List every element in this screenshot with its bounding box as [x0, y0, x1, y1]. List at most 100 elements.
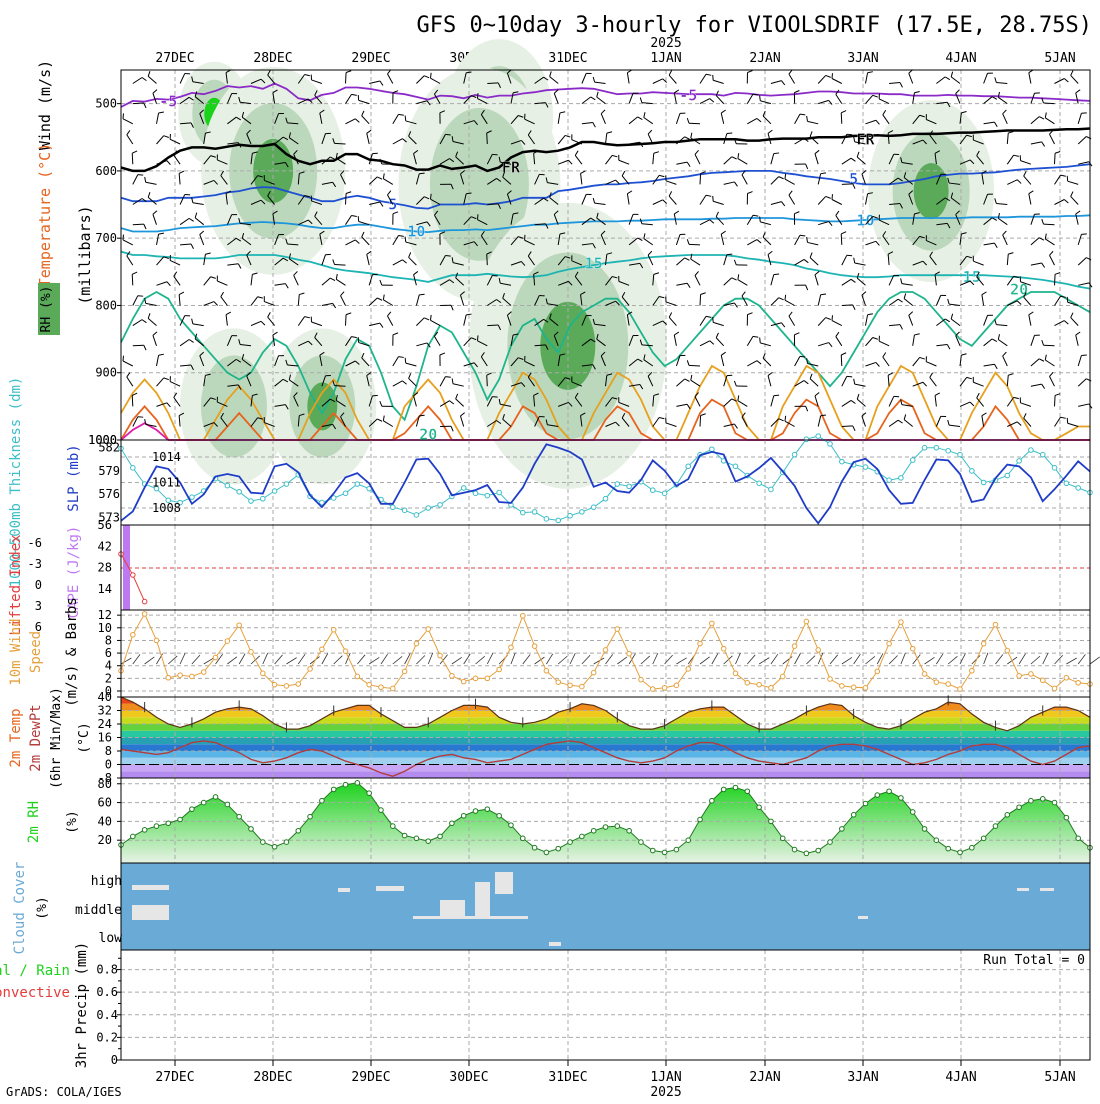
thickness-line-point: [568, 513, 573, 518]
rh2m-line-point: [721, 787, 726, 792]
cloud-axis-unit: (%): [35, 896, 50, 919]
wind-speed-line-point: [414, 641, 419, 646]
precip-tick-label: 0.8: [96, 963, 118, 977]
wind-tick-label: 2: [105, 671, 112, 685]
pressure-tick-label: 1000: [88, 433, 117, 447]
temp-tick-label: 0: [105, 758, 112, 772]
wind-barb-shaft: [487, 133, 488, 144]
isotherm-label: FR: [502, 159, 521, 177]
thickness-line-point: [272, 489, 277, 494]
thickness-line-point: [922, 445, 927, 450]
temp-band: [121, 697, 1090, 704]
rh2m-line-point: [662, 850, 667, 855]
isotherm-label: 10: [856, 212, 874, 230]
thickness-line-point: [934, 445, 939, 450]
date-label-top: 5JAN: [1044, 51, 1075, 66]
wind-speed-line-point: [201, 670, 206, 675]
wind-barb-shaft: [487, 83, 498, 84]
rh2m-line-point: [698, 817, 703, 822]
wind-speed-line-point: [792, 644, 797, 649]
wind-speed-line-point: [840, 684, 845, 689]
rh2m-line-point: [851, 812, 856, 817]
wind-speed-line-point: [910, 646, 915, 651]
surface-wind-barb: [606, 654, 613, 664]
wind-speed-line-point: [698, 641, 703, 646]
date-label-bottom: 28DEC: [253, 1070, 292, 1085]
rh2m-line-point: [603, 825, 608, 830]
thickness-line-point: [627, 484, 632, 489]
precip-tick-label: 0.4: [96, 1008, 118, 1022]
wind-speed-line-point: [568, 683, 573, 688]
rh2m-line-point: [367, 791, 372, 796]
date-label-bottom: 29DEC: [351, 1070, 390, 1085]
thickness-line-point: [532, 510, 537, 515]
thickness-line-point: [662, 491, 667, 496]
pressure-tick-label: 500: [95, 97, 117, 111]
wind-barb-shaft: [133, 224, 144, 225]
surface-wind-barb: [558, 656, 567, 664]
date-label-top: 3JAN: [847, 51, 878, 66]
surface-wind-barb: [476, 656, 485, 664]
thickness-line-point: [237, 489, 242, 494]
wind-speed-line-point: [379, 685, 384, 690]
thickness-line-point: [284, 482, 289, 487]
wind-speed-line-point: [142, 612, 147, 617]
thickness-line-point: [1052, 466, 1057, 471]
date-label-bottom: 27DEC: [155, 1070, 194, 1085]
thickness-tick-label: 576: [98, 487, 120, 501]
pressure-axis-label: (millibars): [76, 205, 94, 304]
wind-speed-line-point: [556, 680, 561, 685]
rh2m-line-point: [804, 851, 809, 856]
wind-axis-title: Wind (m/s): [36, 60, 54, 150]
wind-barb-shaft: [842, 184, 853, 185]
wind-speed-line-point: [804, 619, 809, 624]
rh2m-line-point: [792, 847, 797, 852]
surface-wind-barb: [487, 653, 492, 664]
surface-wind-barb: [936, 654, 943, 664]
wind-speed-line-point: [970, 668, 975, 673]
surface-wind-barb: [322, 654, 328, 664]
surface-wind-barb: [653, 653, 658, 664]
thickness-line-point: [355, 482, 360, 487]
surface-wind-barb: [346, 653, 351, 664]
temp-band: [121, 731, 1090, 738]
rh2m-line-point: [1029, 798, 1034, 803]
wind-speed-line-point: [639, 677, 644, 682]
surface-wind-barb: [1019, 654, 1025, 664]
rh2m-line-point: [745, 789, 750, 794]
wind-barb-shaft: [133, 345, 144, 346]
wind-speed-line-point: [828, 677, 833, 682]
wind-barb-shaft: [1055, 395, 1056, 406]
li-tick-label: -6: [28, 536, 42, 550]
wind-barb-shaft: [1044, 103, 1055, 104]
slp-tick-label: 1008: [152, 501, 181, 515]
wind-speed-line-point: [899, 620, 904, 625]
rh2m-line-point: [331, 787, 336, 792]
rh2m-line-point: [1040, 797, 1045, 802]
rh2m-line-point: [296, 828, 301, 833]
surface-wind-barb: [735, 653, 740, 664]
temp-tick-label: 32: [98, 704, 112, 718]
rh2m-line-point: [650, 848, 655, 853]
thickness-line-point: [343, 491, 348, 496]
chart-title: GFS 0~10day 3-hourly for VIOOLSDRIF (17.…: [416, 13, 1092, 38]
surface-wind-barb: [121, 658, 131, 664]
cloud-row-low: low: [99, 931, 123, 946]
thickness-line-point: [710, 447, 715, 452]
temp-axis-label-1: 2m Temp: [8, 708, 24, 767]
wind-speed-line-point: [1005, 648, 1010, 653]
wind-speed-line-point: [780, 674, 785, 679]
temp-band: [121, 724, 1090, 731]
thickness-line-point: [261, 496, 266, 501]
rh2m-line-point: [981, 836, 986, 841]
li-line-point: [131, 573, 136, 578]
surface-wind-barb: [1055, 655, 1063, 664]
precip-tick-label: 0.6: [96, 985, 118, 999]
rh2m-line-point: [780, 836, 785, 841]
rh2m-line-point: [1064, 815, 1069, 820]
surface-wind-barb: [239, 654, 245, 664]
rh2m-line-point: [131, 834, 136, 839]
thickness-line-point: [733, 464, 738, 469]
wind-speed-line-point: [544, 668, 549, 673]
wind-speed-line-point: [674, 683, 679, 688]
